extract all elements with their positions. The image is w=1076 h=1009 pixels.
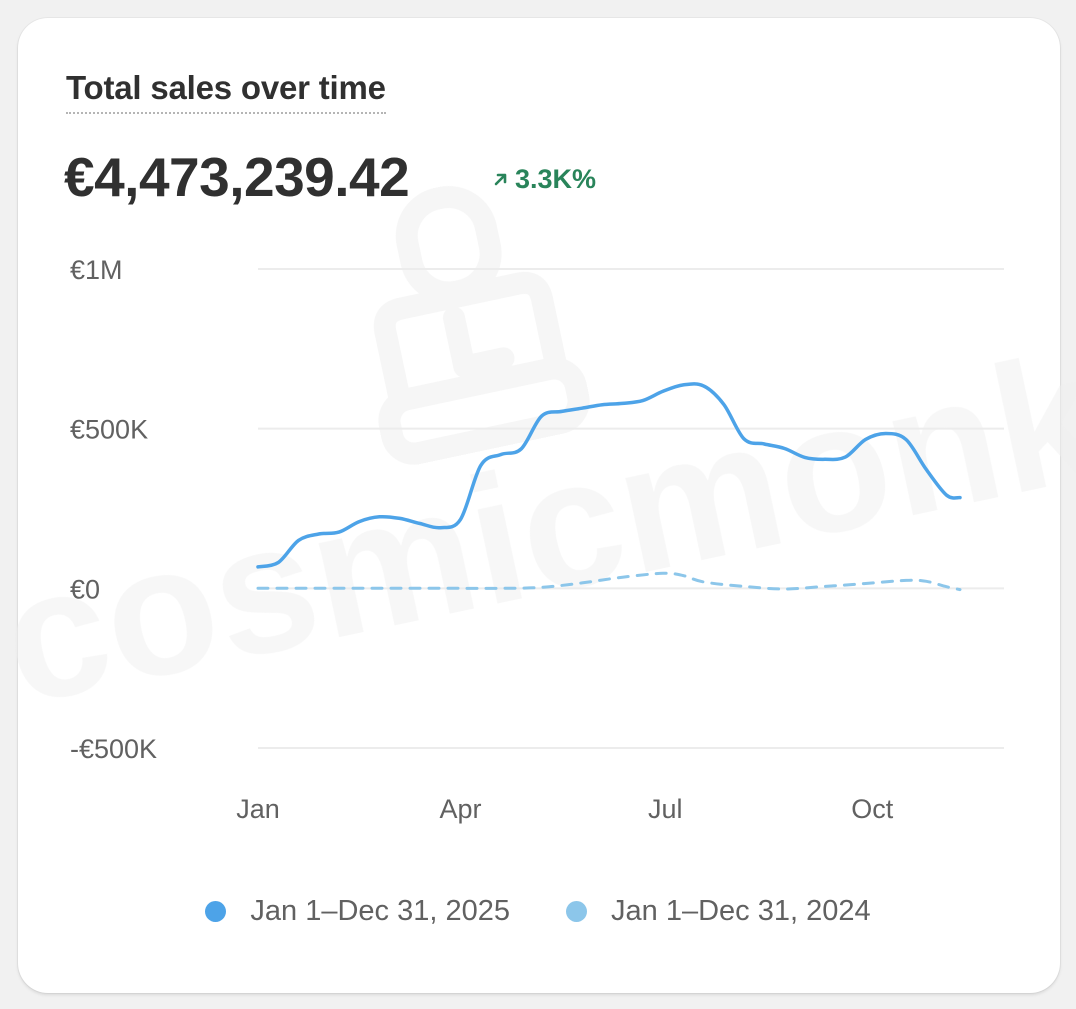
x-axis: Jan Apr Jul Oct xyxy=(236,794,894,824)
series-group xyxy=(256,382,962,592)
chart-legend: Jan 1–Dec 31, 2025 Jan 1–Dec 31, 2024 xyxy=(0,895,1076,928)
legend-label-2024: Jan 1–Dec 31, 2024 xyxy=(611,895,871,927)
sales-card xyxy=(18,18,1060,993)
series-line-2024 xyxy=(256,571,962,592)
x-tick-label-2: Jul xyxy=(648,794,683,824)
y-axis: €1M €500K €0 -€500K xyxy=(70,255,157,764)
arrow-up-right-icon xyxy=(494,173,507,186)
x-tick-label-1: Apr xyxy=(439,794,481,824)
legend-dot-2024 xyxy=(566,901,587,922)
series-line-2025 xyxy=(256,382,962,569)
change-percent: 3.3K% xyxy=(515,164,597,194)
y-tick-label-2: €0 xyxy=(70,574,100,604)
y-tick-label-0: €1M xyxy=(70,255,123,285)
legend-label-2025: Jan 1–Dec 31, 2025 xyxy=(250,895,510,927)
watermark: cosmicmonks xyxy=(0,186,1076,743)
legend-item-2024[interactable]: Jan 1–Dec 31, 2024 xyxy=(566,895,871,928)
legend-item-2025[interactable]: Jan 1–Dec 31, 2025 xyxy=(205,895,510,928)
legend-dot-2025 xyxy=(205,901,227,922)
x-tick-label-0: Jan xyxy=(236,794,280,824)
chart-title[interactable]: Total sales over time xyxy=(66,68,386,114)
watermark-text: cosmicmonks xyxy=(0,291,1076,743)
change-indicator: 3.3K% xyxy=(492,163,596,195)
total-sales-value: €4,473,239.42 xyxy=(64,146,410,208)
y-tick-label-3: -€500K xyxy=(70,734,157,764)
x-tick-label-3: Oct xyxy=(851,794,894,824)
y-tick-label-1: €500K xyxy=(70,415,148,445)
